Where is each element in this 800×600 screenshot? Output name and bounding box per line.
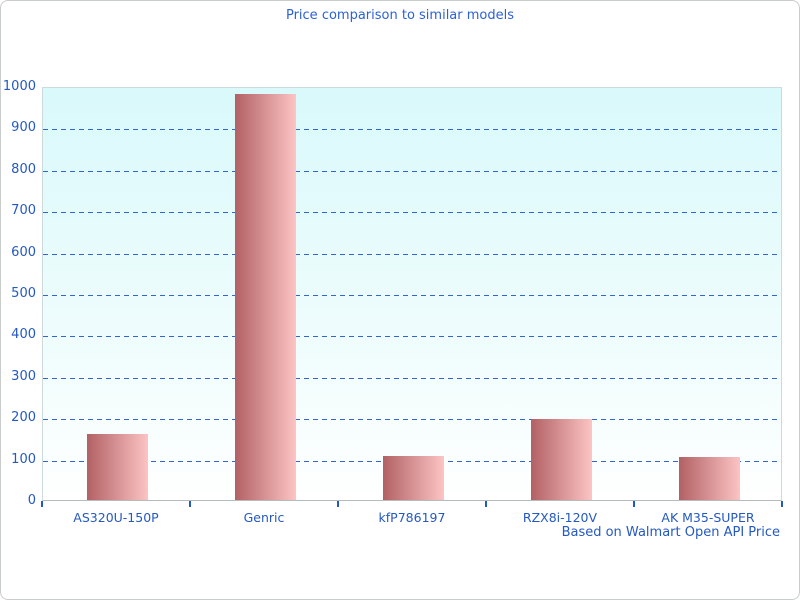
bar-AK M35-SUPER <box>678 456 740 500</box>
chart-source-note: Based on Walmart Open API Price <box>561 525 780 540</box>
y-axis-tick-label: 400 <box>11 327 36 343</box>
x-axis-category-label: Genric <box>243 510 285 525</box>
gridline-900 <box>43 129 781 131</box>
y-axis-tick-label: 700 <box>11 203 36 219</box>
x-axis-category-label: AS320U-150P <box>73 510 159 525</box>
x-axis-tick <box>633 501 635 507</box>
gridline-700 <box>43 212 781 214</box>
x-axis-tick <box>781 501 783 507</box>
y-axis-tick-label: 300 <box>11 368 36 384</box>
x-axis-category-label: RZX8i-120V <box>522 510 598 525</box>
gridline-300 <box>43 377 781 379</box>
bar-kfP786197 <box>382 456 444 500</box>
y-axis-tick-label: 600 <box>11 244 36 260</box>
x-axis-tick <box>485 501 487 507</box>
y-axis-tick-label: 100 <box>11 451 36 467</box>
gridline-800 <box>43 170 781 172</box>
plot-area <box>42 87 782 501</box>
gridline-200 <box>43 419 781 421</box>
y-axis-tick-label: 900 <box>11 120 36 136</box>
x-axis-tick <box>337 501 339 507</box>
y-axis-tick-label: 1000 <box>2 79 36 94</box>
x-axis-tick <box>41 501 43 507</box>
x-axis-tick <box>189 501 191 507</box>
y-axis-tick-label: 800 <box>11 161 36 177</box>
chart-title: Price comparison to similar models <box>285 8 515 23</box>
y-axis-tick-label: 0 <box>27 493 36 508</box>
gridline-400 <box>43 336 781 338</box>
x-axis-category-label: kfP786197 <box>378 510 446 525</box>
y-axis-tick-label: 200 <box>11 410 36 426</box>
y-axis-tick-label: 500 <box>11 286 36 301</box>
gridline-600 <box>43 253 781 255</box>
gridline-500 <box>43 295 781 296</box>
bar-AS320U-150P <box>86 433 148 500</box>
x-axis-category-label: AK M35-SUPER <box>661 510 755 525</box>
bar-Genric <box>234 94 296 500</box>
bar-RZX8i-120V <box>530 419 592 500</box>
